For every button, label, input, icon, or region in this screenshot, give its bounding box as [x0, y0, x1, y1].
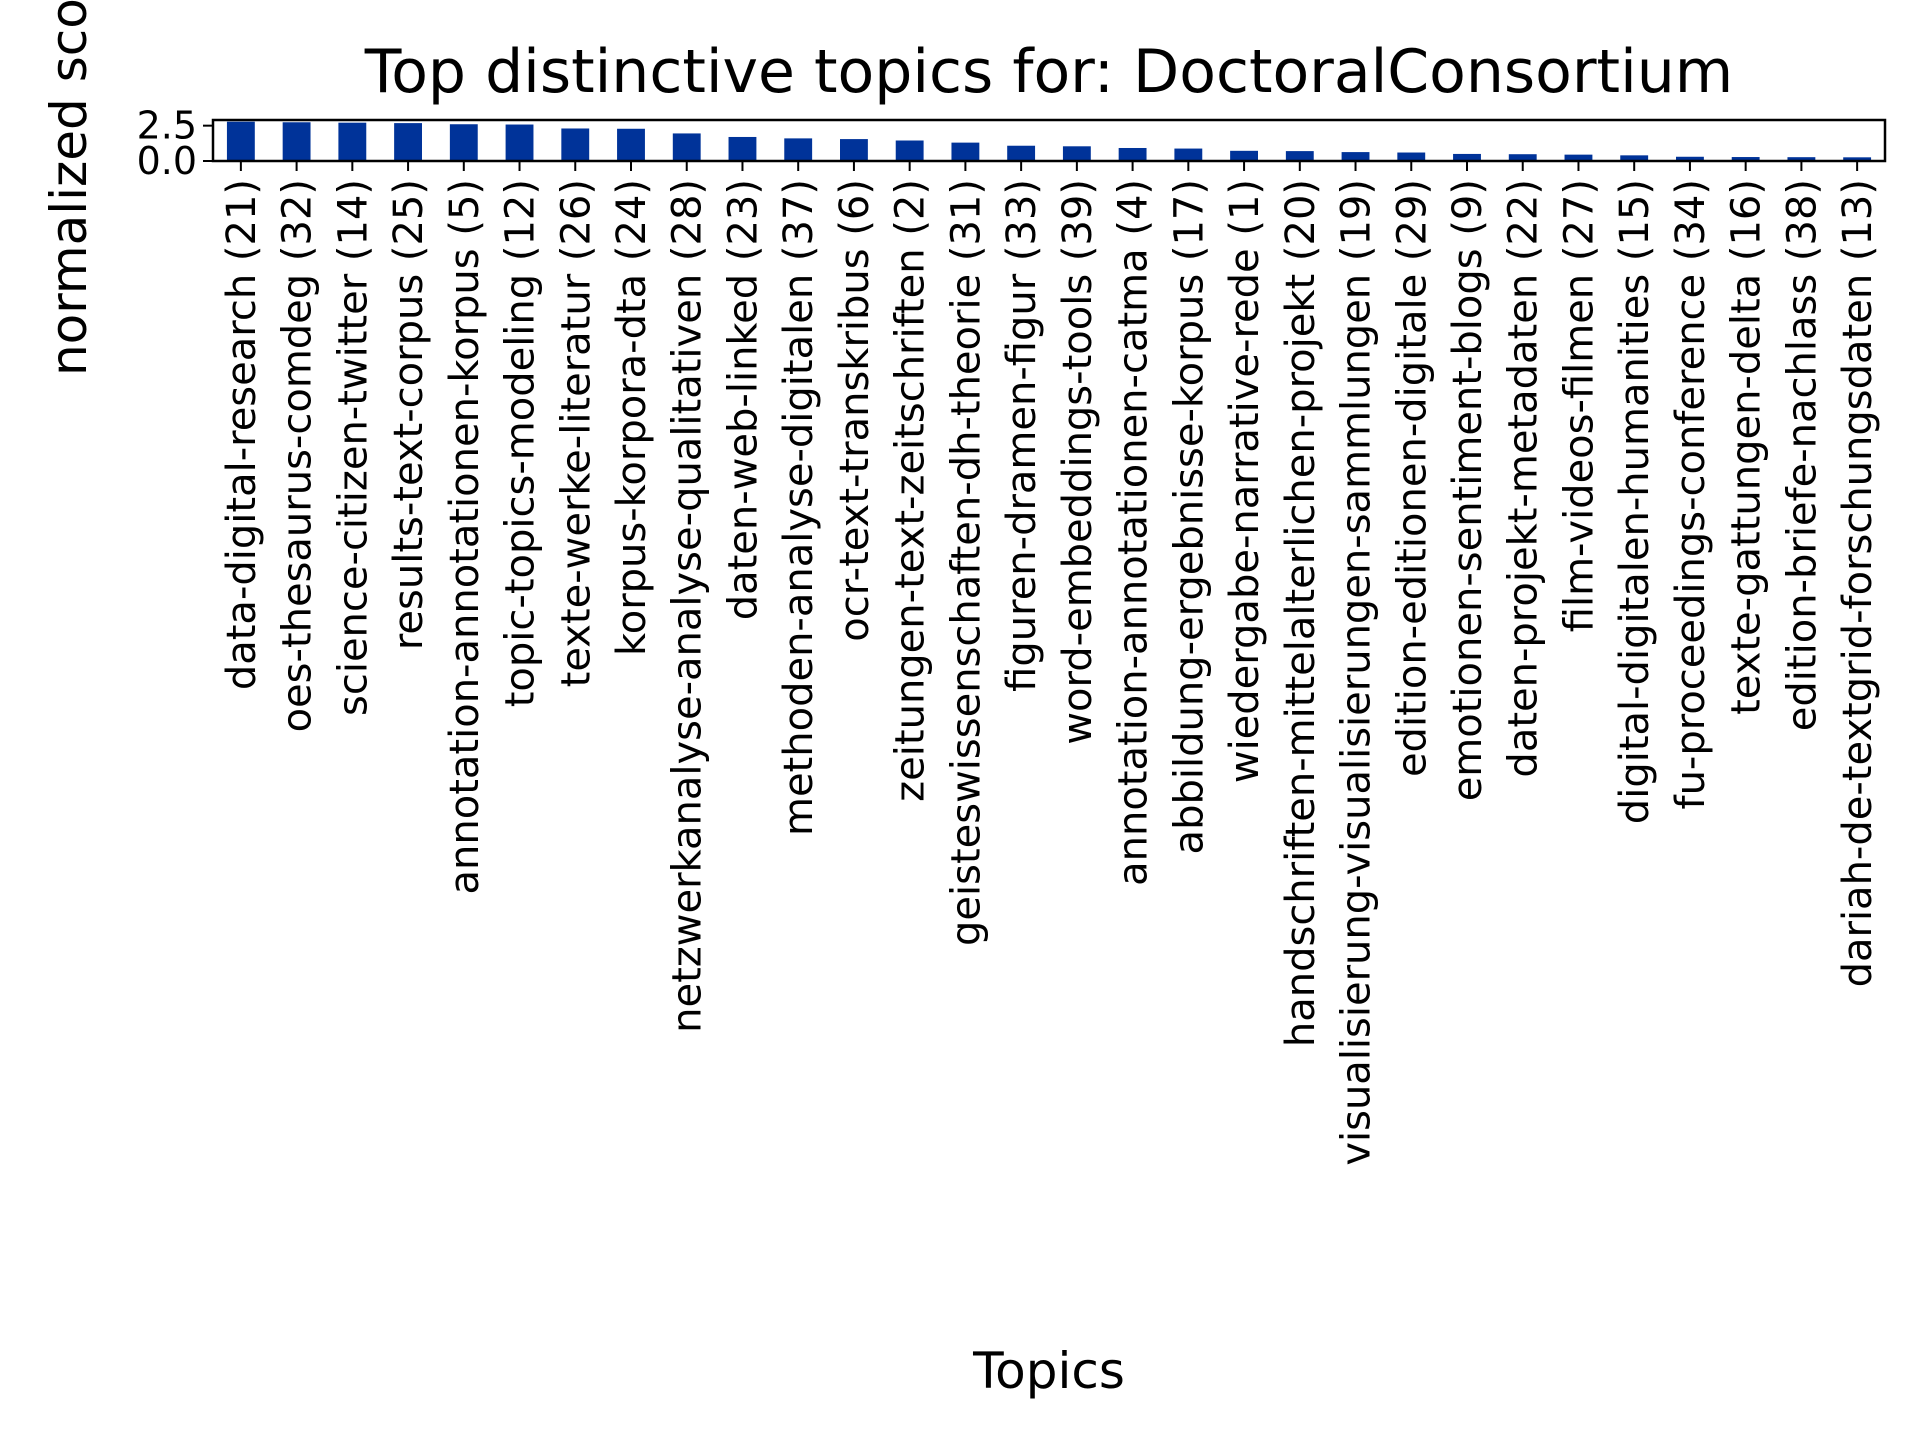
- bar: [1620, 155, 1649, 161]
- bar: [1285, 151, 1314, 161]
- x-tick-label: results-text-corpus (25): [386, 179, 432, 650]
- y-tick-label: 2.5: [137, 104, 197, 148]
- y-tick-label: 0.0: [137, 139, 197, 183]
- bar: [1062, 146, 1091, 161]
- x-tick-label: edition-briefe-nachlass (38): [1779, 179, 1825, 731]
- x-tick-label: figuren-dramen-figur (33): [999, 179, 1045, 692]
- bar: [840, 139, 868, 161]
- x-tick-label: dariah-de-textgrid-forschungsdaten (13): [1835, 179, 1881, 987]
- bar: [1731, 157, 1760, 161]
- bar: [951, 142, 980, 161]
- x-tick-label: geisteswissenschaften-dh-theorie (31): [943, 179, 989, 946]
- x-tick-label: science-citizen-twitter (14): [330, 179, 376, 716]
- x-tick-label: visualisierung-visualisierungen-sammlung…: [1334, 179, 1380, 1166]
- x-tick-label: texte-gattungen-delta (16): [1724, 179, 1770, 715]
- x-tick-label: daten-web-linked (23): [720, 179, 766, 620]
- bar: [1007, 145, 1036, 161]
- bar: [1397, 152, 1426, 161]
- bar: [1174, 148, 1203, 161]
- x-axis-label: Topics: [972, 1342, 1125, 1400]
- bar: [282, 122, 311, 161]
- bar: [394, 123, 422, 161]
- bar: [1453, 153, 1481, 161]
- bar: [1787, 157, 1816, 161]
- bar: [672, 133, 701, 161]
- bar: [895, 140, 924, 161]
- bar: [1341, 152, 1370, 161]
- bar: [505, 124, 534, 161]
- x-tick-label: texte-werke-literatur (26): [553, 179, 599, 687]
- x-tick-label: word-embeddings-tools (39): [1055, 179, 1101, 745]
- x-tick-label: annotation-annotationen-catma (4): [1111, 179, 1157, 886]
- x-tick-label: digital-digitalen-humanities (15): [1612, 179, 1658, 824]
- bar: [1508, 154, 1537, 161]
- bar: [1676, 156, 1704, 161]
- x-tick-label: handschriften-mittelalterlichen-projekt …: [1278, 179, 1324, 1047]
- bar: [728, 136, 757, 161]
- x-tick-label: oes-thesaurus-comdeg (32): [275, 179, 321, 732]
- bar: [784, 138, 813, 161]
- bar: [449, 124, 478, 161]
- x-tick-label: korpus-korpora-dta (24): [609, 179, 655, 656]
- x-tick-label: data-digital-research (21): [219, 179, 265, 690]
- bar: [1230, 150, 1258, 161]
- x-tick-label: annotation-annotationen-korpus (5): [442, 179, 488, 894]
- x-tick-label: wiedergabe-narrative-rede (1): [1222, 179, 1268, 783]
- bar: [1564, 154, 1593, 161]
- plot-area: 0.02.5 data-digital-research (21) oes-thes…: [137, 104, 1887, 1166]
- bar: [1843, 157, 1872, 161]
- bar: [226, 121, 255, 161]
- bar: [338, 122, 367, 161]
- x-tick-label: edition-editionen-digitale (29): [1389, 179, 1435, 777]
- y-axis-label: normalized score: [40, 0, 98, 376]
- x-tick-label: zeitungen-text-zeitschriften (2): [888, 179, 934, 802]
- chart-title: Top distinctive topics for: DoctoralCons…: [364, 37, 1733, 107]
- bar: [1118, 147, 1147, 161]
- bar: [561, 128, 590, 161]
- x-tick-label: topic-topics-modeling (12): [498, 179, 544, 707]
- x-tick-label: emotionen-sentiment-blogs (9): [1445, 179, 1491, 801]
- x-tick-label: fu-proceedings-conference (34): [1668, 179, 1714, 810]
- x-tick-label: film-videos-filmen (27): [1556, 179, 1602, 632]
- x-tick-label: ocr-text-transkribus (6): [832, 179, 878, 642]
- x-tick-label: methoden-analyse-digitalen (37): [776, 179, 822, 836]
- x-tick-label: daten-projekt-metadaten (22): [1501, 179, 1547, 778]
- x-tick-label: abbildung-ergebnisse-korpus (17): [1166, 179, 1212, 854]
- bar: [617, 128, 645, 161]
- plot-frame: [211, 118, 1887, 163]
- x-tick-label: netzwerkanalyse-analyse-qualitativen (28…: [665, 179, 711, 1033]
